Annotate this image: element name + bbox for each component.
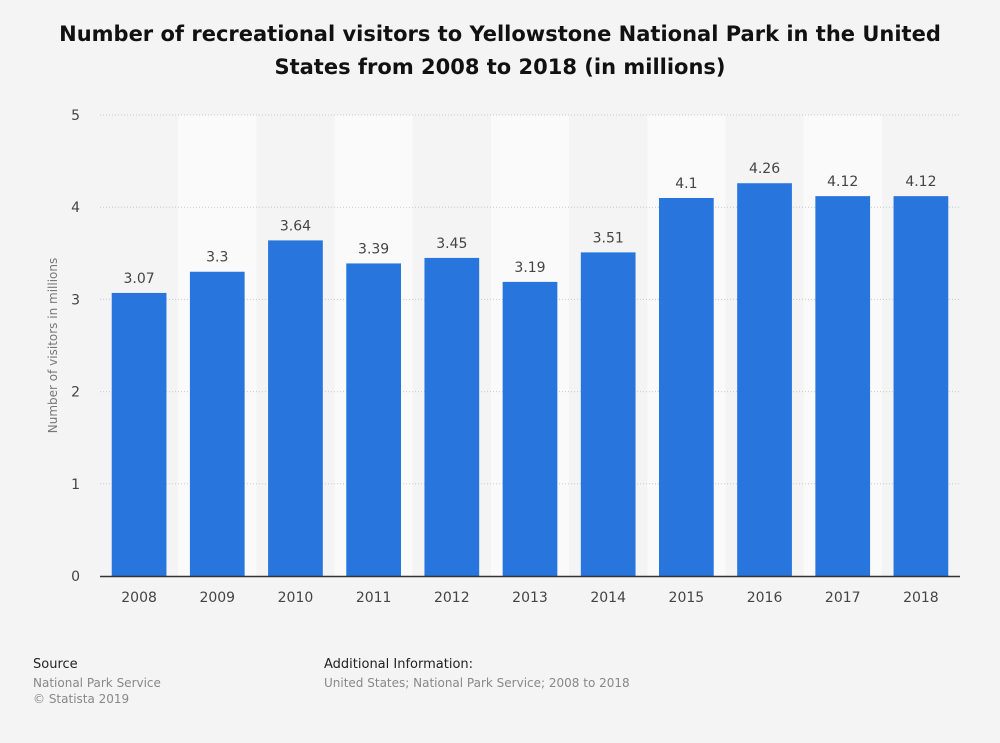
x-tick-label: 2015 [669, 590, 705, 606]
y-tick-label: 3 [71, 292, 80, 308]
x-tick-label: 2013 [512, 590, 548, 606]
data-label: 4.12 [827, 174, 858, 190]
data-label: 3.45 [436, 236, 467, 252]
bar-2015[interactable] [659, 197, 714, 577]
bar-2012[interactable] [424, 257, 480, 576]
bar-2011[interactable] [346, 263, 401, 576]
data-label: 4.12 [905, 174, 936, 190]
source-heading: Source [33, 657, 78, 672]
x-tick-label: 2016 [747, 590, 783, 606]
bar-2009[interactable] [189, 271, 245, 576]
x-tick-label: 2009 [199, 590, 235, 606]
additional-info-heading: Additional Information: [324, 657, 474, 672]
x-tick-label: 2014 [590, 590, 626, 606]
y-tick-label: 5 [71, 108, 80, 124]
y-tick-label: 2 [71, 385, 80, 401]
y-tick-label: 0 [71, 569, 80, 585]
data-label: 4.26 [749, 161, 780, 177]
bar-2016[interactable] [737, 183, 792, 576]
additional-info-text: United States; National Park Service; 20… [324, 676, 630, 690]
data-label: 3.51 [593, 230, 624, 246]
x-tick-label: 2010 [278, 590, 314, 606]
bar-chart: 3.07 3.3 3.64 3.39 3.45 3.19 3.51 4.1 4.26 4.12 4.… [46, 108, 960, 606]
data-label: 3.07 [124, 271, 155, 287]
bar-2008[interactable] [111, 292, 167, 576]
x-tick-label: 2017 [825, 590, 861, 606]
data-label: 3.19 [514, 260, 545, 276]
bar-2010[interactable] [268, 240, 323, 576]
data-label: 3.39 [358, 241, 389, 257]
additional-info-block: Additional Information: United States; N… [324, 657, 630, 691]
data-label: 4.1 [675, 176, 697, 192]
bar-2018[interactable] [893, 196, 949, 577]
data-label: 3.64 [280, 218, 311, 234]
y-tick-label: 4 [71, 200, 80, 216]
chart-title: Number of recreational visitors to Yello… [59, 22, 941, 79]
bar-2013[interactable] [502, 281, 558, 576]
source-line-2: © Statista 2019 [33, 692, 130, 706]
y-axis-label: Number of visitors in millions [46, 258, 60, 433]
data-labels: 3.07 3.3 3.64 3.39 3.45 3.19 3.51 4.1 4.26 4.12 4.… [124, 161, 937, 287]
y-tick-labels: 0 1 2 3 4 5 [71, 108, 80, 585]
source-line-1[interactable]: National Park Service [33, 676, 161, 690]
y-tick-label: 1 [71, 477, 80, 493]
bar-2017[interactable] [815, 196, 871, 577]
x-tick-labels: 2008 2009 2010 2011 2012 2013 2014 2015 2016 2017… [121, 590, 938, 606]
data-label: 3.3 [206, 250, 228, 266]
bars [111, 183, 949, 577]
x-tick-label: 2012 [434, 590, 470, 606]
x-tick-label: 2018 [903, 590, 939, 606]
source-block: Source National Park Service © Statista … [33, 657, 161, 707]
x-tick-label: 2008 [121, 590, 157, 606]
x-tick-label: 2011 [356, 590, 392, 606]
bar-2014[interactable] [580, 252, 636, 577]
